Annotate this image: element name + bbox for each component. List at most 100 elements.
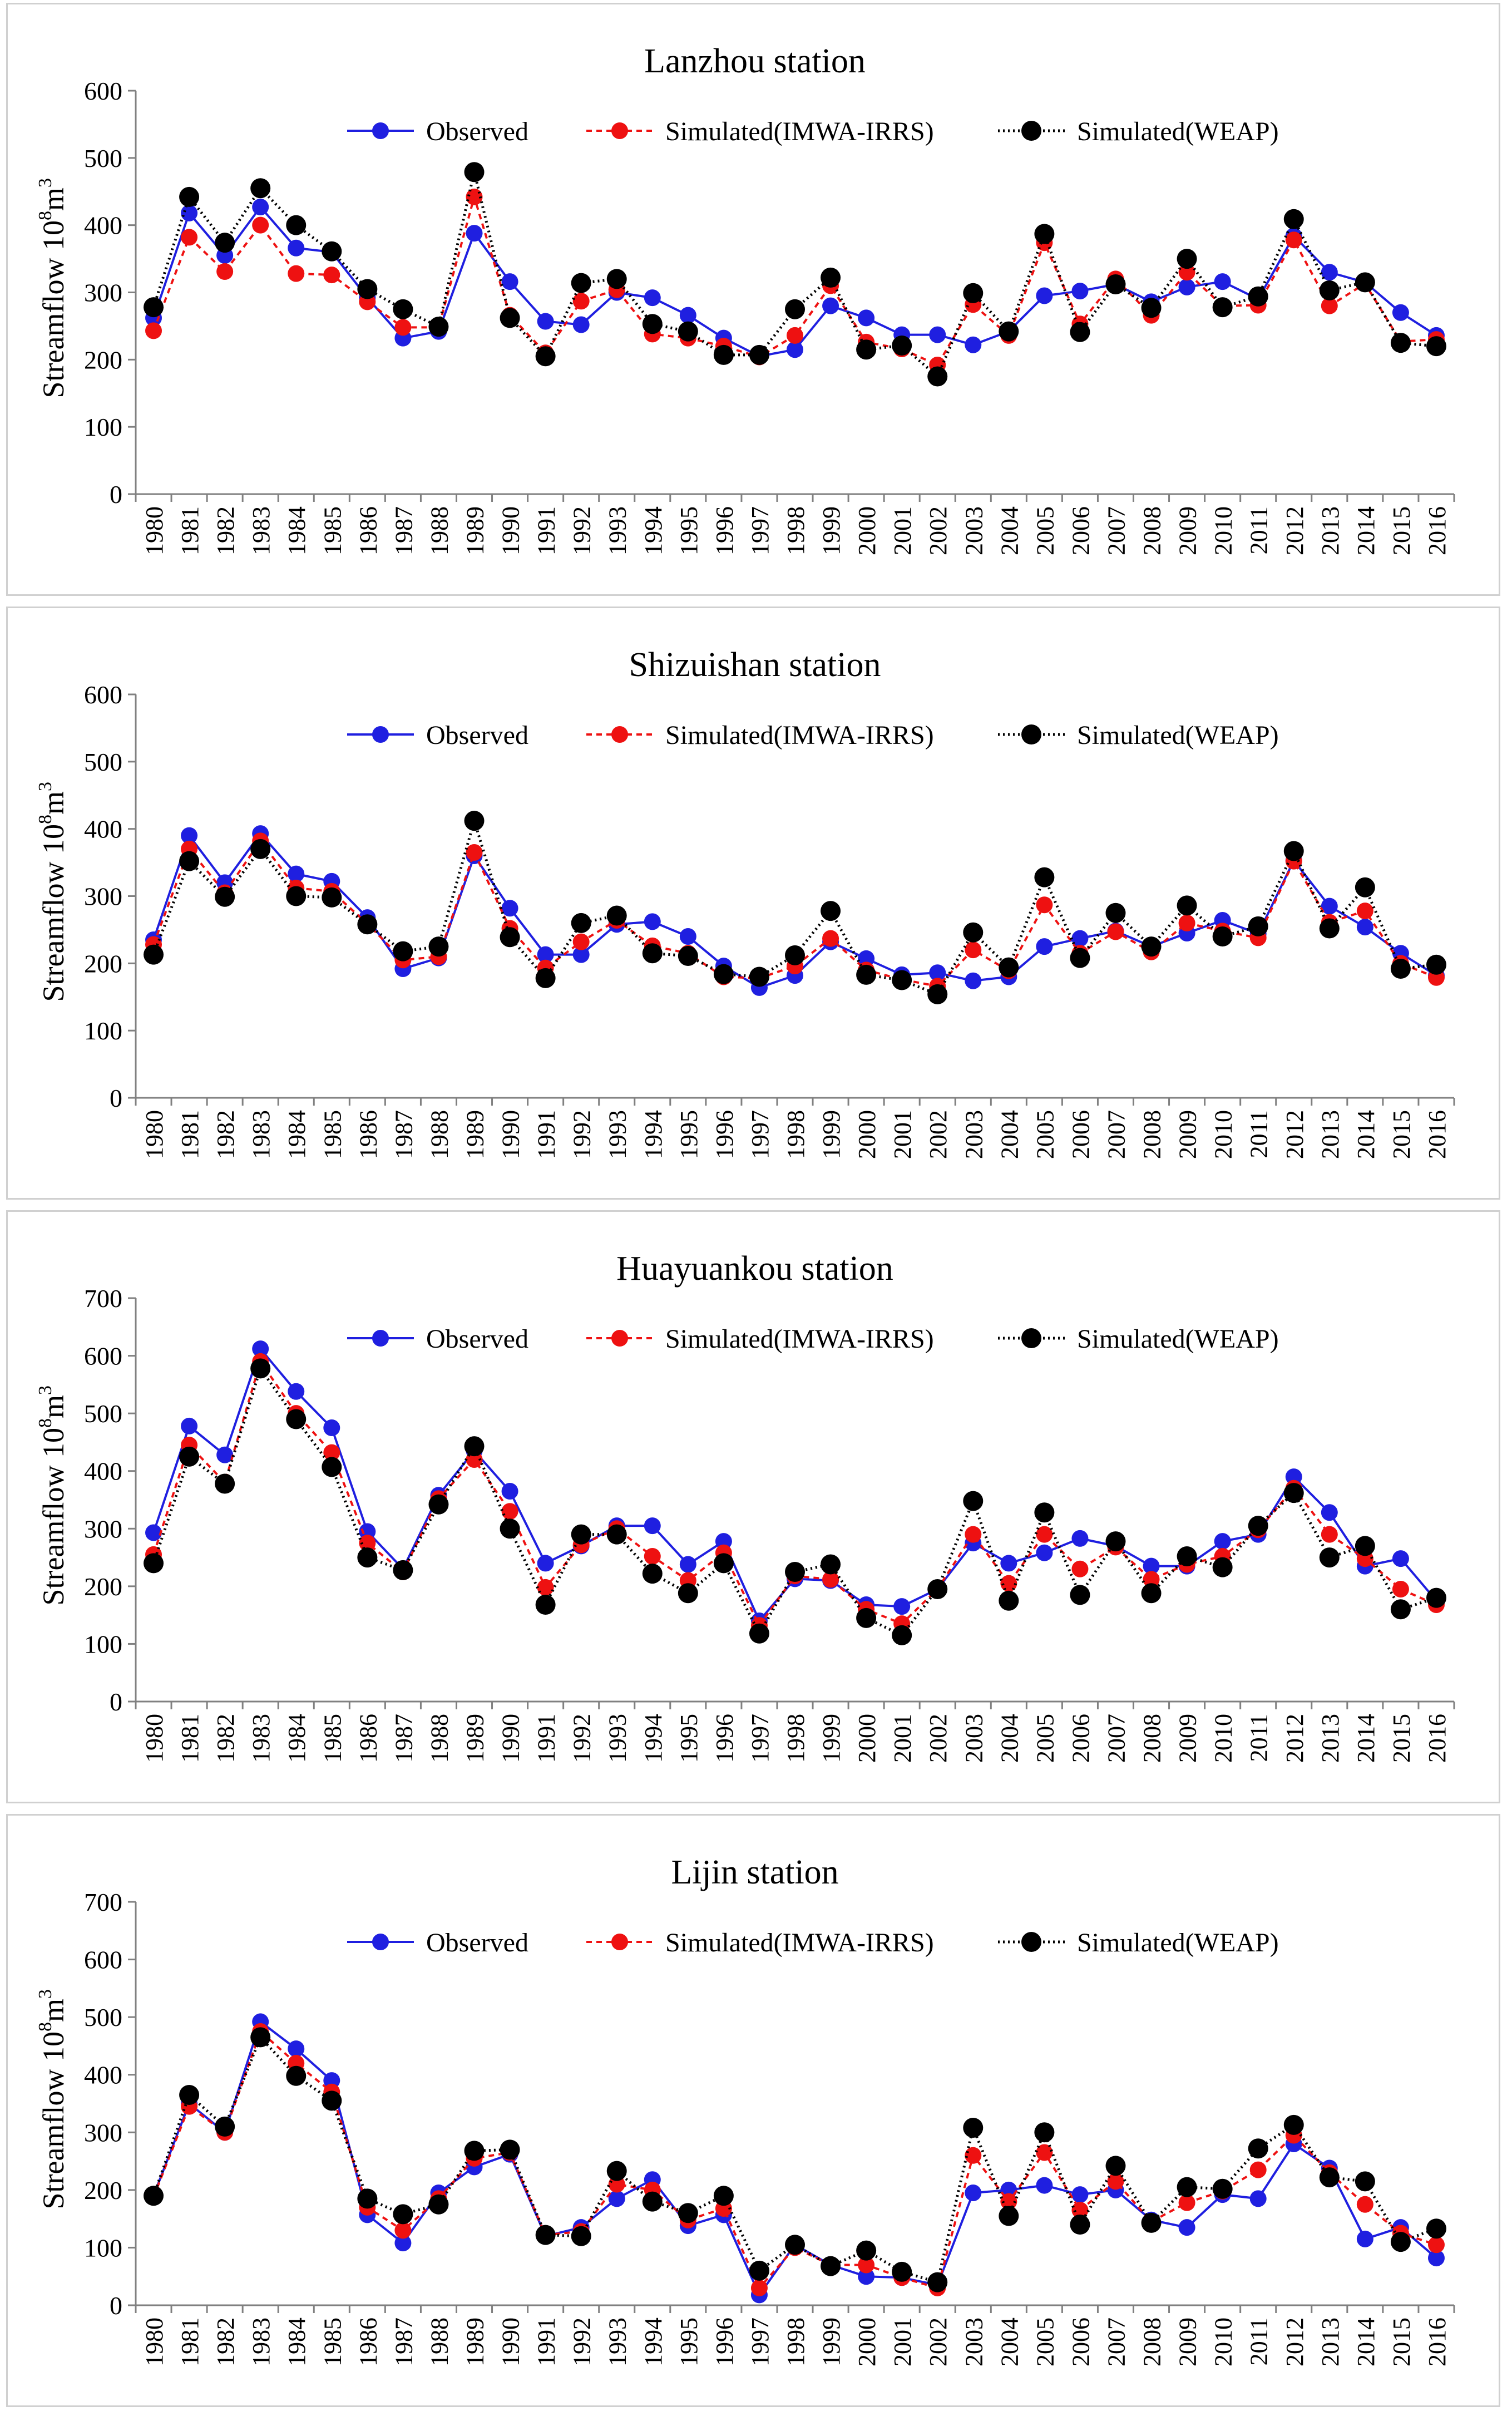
data-point-observed xyxy=(359,1523,376,1540)
x-tick-label: 2013 xyxy=(1317,2317,1344,2366)
legend-label: Observed xyxy=(426,1324,528,1354)
x-tick-label: 2002 xyxy=(925,2317,952,2366)
data-point-simulated-weap xyxy=(963,1491,984,1511)
x-tick-label: 2016 xyxy=(1424,2317,1451,2366)
data-point-simulated-weap xyxy=(1283,1483,1304,1503)
data-point-simulated-imwa-irrs xyxy=(965,2147,982,2164)
y-tick-label: 600 xyxy=(84,681,122,709)
data-point-simulated-weap xyxy=(642,2191,663,2212)
data-point-simulated-weap xyxy=(1212,297,1233,318)
y-tick-label: 300 xyxy=(84,1515,122,1543)
x-tick-label: 2003 xyxy=(960,1714,987,1763)
legend-label: Simulated(IMWA-IRRS) xyxy=(665,721,934,750)
data-point-observed xyxy=(323,1419,340,1437)
data-point-simulated-weap xyxy=(963,283,984,303)
data-point-simulated-weap xyxy=(215,886,235,907)
data-point-observed xyxy=(1036,938,1053,955)
x-tick-label: 1990 xyxy=(497,1714,525,1763)
data-point-simulated-weap xyxy=(1355,877,1375,898)
data-point-simulated-weap xyxy=(1105,1531,1126,1552)
legend-label: Simulated(WEAP) xyxy=(1077,1928,1279,1957)
x-tick-label: 2005 xyxy=(1031,506,1059,555)
data-point-observed xyxy=(288,1383,305,1400)
data-point-simulated-weap xyxy=(322,241,342,262)
data-point-observed xyxy=(288,239,305,257)
data-point-simulated-weap xyxy=(1390,2232,1411,2252)
x-tick-label: 1983 xyxy=(248,1714,275,1763)
legend-swatch-marker xyxy=(611,726,628,743)
data-point-simulated-weap xyxy=(1141,1583,1162,1604)
data-point-simulated-weap xyxy=(286,1409,307,1429)
y-tick-label: 300 xyxy=(84,2118,122,2147)
data-point-simulated-weap xyxy=(357,914,378,935)
y-axis-unit: m xyxy=(37,1999,70,2022)
x-tick-label: 1986 xyxy=(354,1110,382,1159)
data-point-simulated-weap xyxy=(713,2186,734,2206)
data-point-simulated-weap xyxy=(1177,1546,1197,1566)
legend-item-simulated-weap: Simulated(WEAP) xyxy=(998,117,1279,146)
data-point-simulated-weap xyxy=(749,2260,769,2281)
x-tick-label: 1998 xyxy=(782,1110,809,1159)
x-tick-label: 2015 xyxy=(1388,2317,1415,2366)
data-point-simulated-weap xyxy=(1390,959,1411,979)
data-point-simulated-weap xyxy=(606,905,627,926)
legend-item-simulated-imwa-irrs: Simulated(IMWA-IRRS) xyxy=(586,1928,934,1957)
x-tick-label: 1990 xyxy=(497,2317,525,2366)
data-point-simulated-weap xyxy=(250,2027,271,2048)
x-tick-label: 1987 xyxy=(390,1714,417,1763)
data-point-observed xyxy=(1214,1533,1231,1550)
x-tick-label: 2001 xyxy=(889,2317,916,2366)
data-point-observed xyxy=(181,1417,198,1434)
data-point-simulated-weap xyxy=(1177,2177,1197,2197)
x-tick-label: 1980 xyxy=(141,1110,168,1159)
x-tick-label: 1990 xyxy=(497,1110,525,1159)
data-point-simulated-weap xyxy=(1248,286,1268,307)
x-tick-label: 2000 xyxy=(853,506,881,555)
data-point-simulated-imwa-irrs xyxy=(1356,903,1373,920)
data-point-simulated-imwa-irrs xyxy=(1321,1526,1338,1543)
chart-lijin: Lijin station 0 100 200 300 400 500 600 700 1980 1… xyxy=(35,1853,1455,2366)
data-point-simulated-weap xyxy=(892,2261,912,2282)
y-tick-label: 600 xyxy=(84,1946,122,1974)
x-tick-label: 1986 xyxy=(354,2317,382,2366)
y-axis-label-name: Streamflow xyxy=(37,854,70,1002)
legend-label: Simulated(WEAP) xyxy=(1077,721,1279,750)
data-point-simulated-weap xyxy=(1426,336,1446,357)
x-tick-label: 1988 xyxy=(426,1110,453,1159)
x-tick-label: 2006 xyxy=(1067,506,1094,555)
legend-item-simulated-weap: Simulated(WEAP) xyxy=(998,1324,1279,1354)
data-point-simulated-weap xyxy=(927,366,948,387)
data-point-simulated-weap xyxy=(322,1457,342,1477)
x-tick-label: 2007 xyxy=(1103,506,1130,555)
series-observed xyxy=(145,1340,1445,1629)
x-tick-label: 1994 xyxy=(640,506,667,555)
x-tick-label: 2009 xyxy=(1174,506,1202,555)
data-point-simulated-imwa-irrs xyxy=(822,930,839,947)
x-tick-label: 2001 xyxy=(889,506,916,555)
y-tick-label: 0 xyxy=(110,2291,122,2320)
data-point-observed xyxy=(1321,1504,1338,1521)
chart-huayuankou: Huayuankou station 0 100 200 300 400 500 600 700… xyxy=(35,1250,1455,1763)
data-point-simulated-weap xyxy=(500,2139,520,2160)
y-tick-label: 200 xyxy=(84,2176,122,2205)
data-point-observed xyxy=(608,2190,625,2207)
x-tick-label: 1982 xyxy=(212,1714,239,1763)
data-point-simulated-weap xyxy=(1248,2138,1268,2159)
x-tick-label: 2006 xyxy=(1067,1110,1094,1159)
data-point-observed xyxy=(858,2268,875,2285)
legend-label: Observed xyxy=(426,117,528,146)
x-tick-label: 2011 xyxy=(1246,506,1273,554)
x-tick-label: 2013 xyxy=(1317,1110,1344,1159)
x-tick-label: 1992 xyxy=(569,1110,596,1159)
data-point-observed xyxy=(965,972,982,989)
data-point-observed xyxy=(288,2040,305,2058)
data-point-simulated-weap xyxy=(428,2194,449,2215)
data-point-simulated-weap xyxy=(892,335,912,356)
data-point-observed xyxy=(181,204,198,221)
y-tick-label: 700 xyxy=(84,1284,122,1313)
data-point-simulated-weap xyxy=(1212,1557,1233,1577)
data-point-simulated-imwa-irrs xyxy=(1178,264,1195,281)
data-point-simulated-weap xyxy=(571,1524,591,1545)
data-point-observed xyxy=(1392,1550,1409,1567)
chart-panel-shizuishan: Shizuishan station 0 100 200 300 400 500 600 198… xyxy=(6,606,1500,1200)
